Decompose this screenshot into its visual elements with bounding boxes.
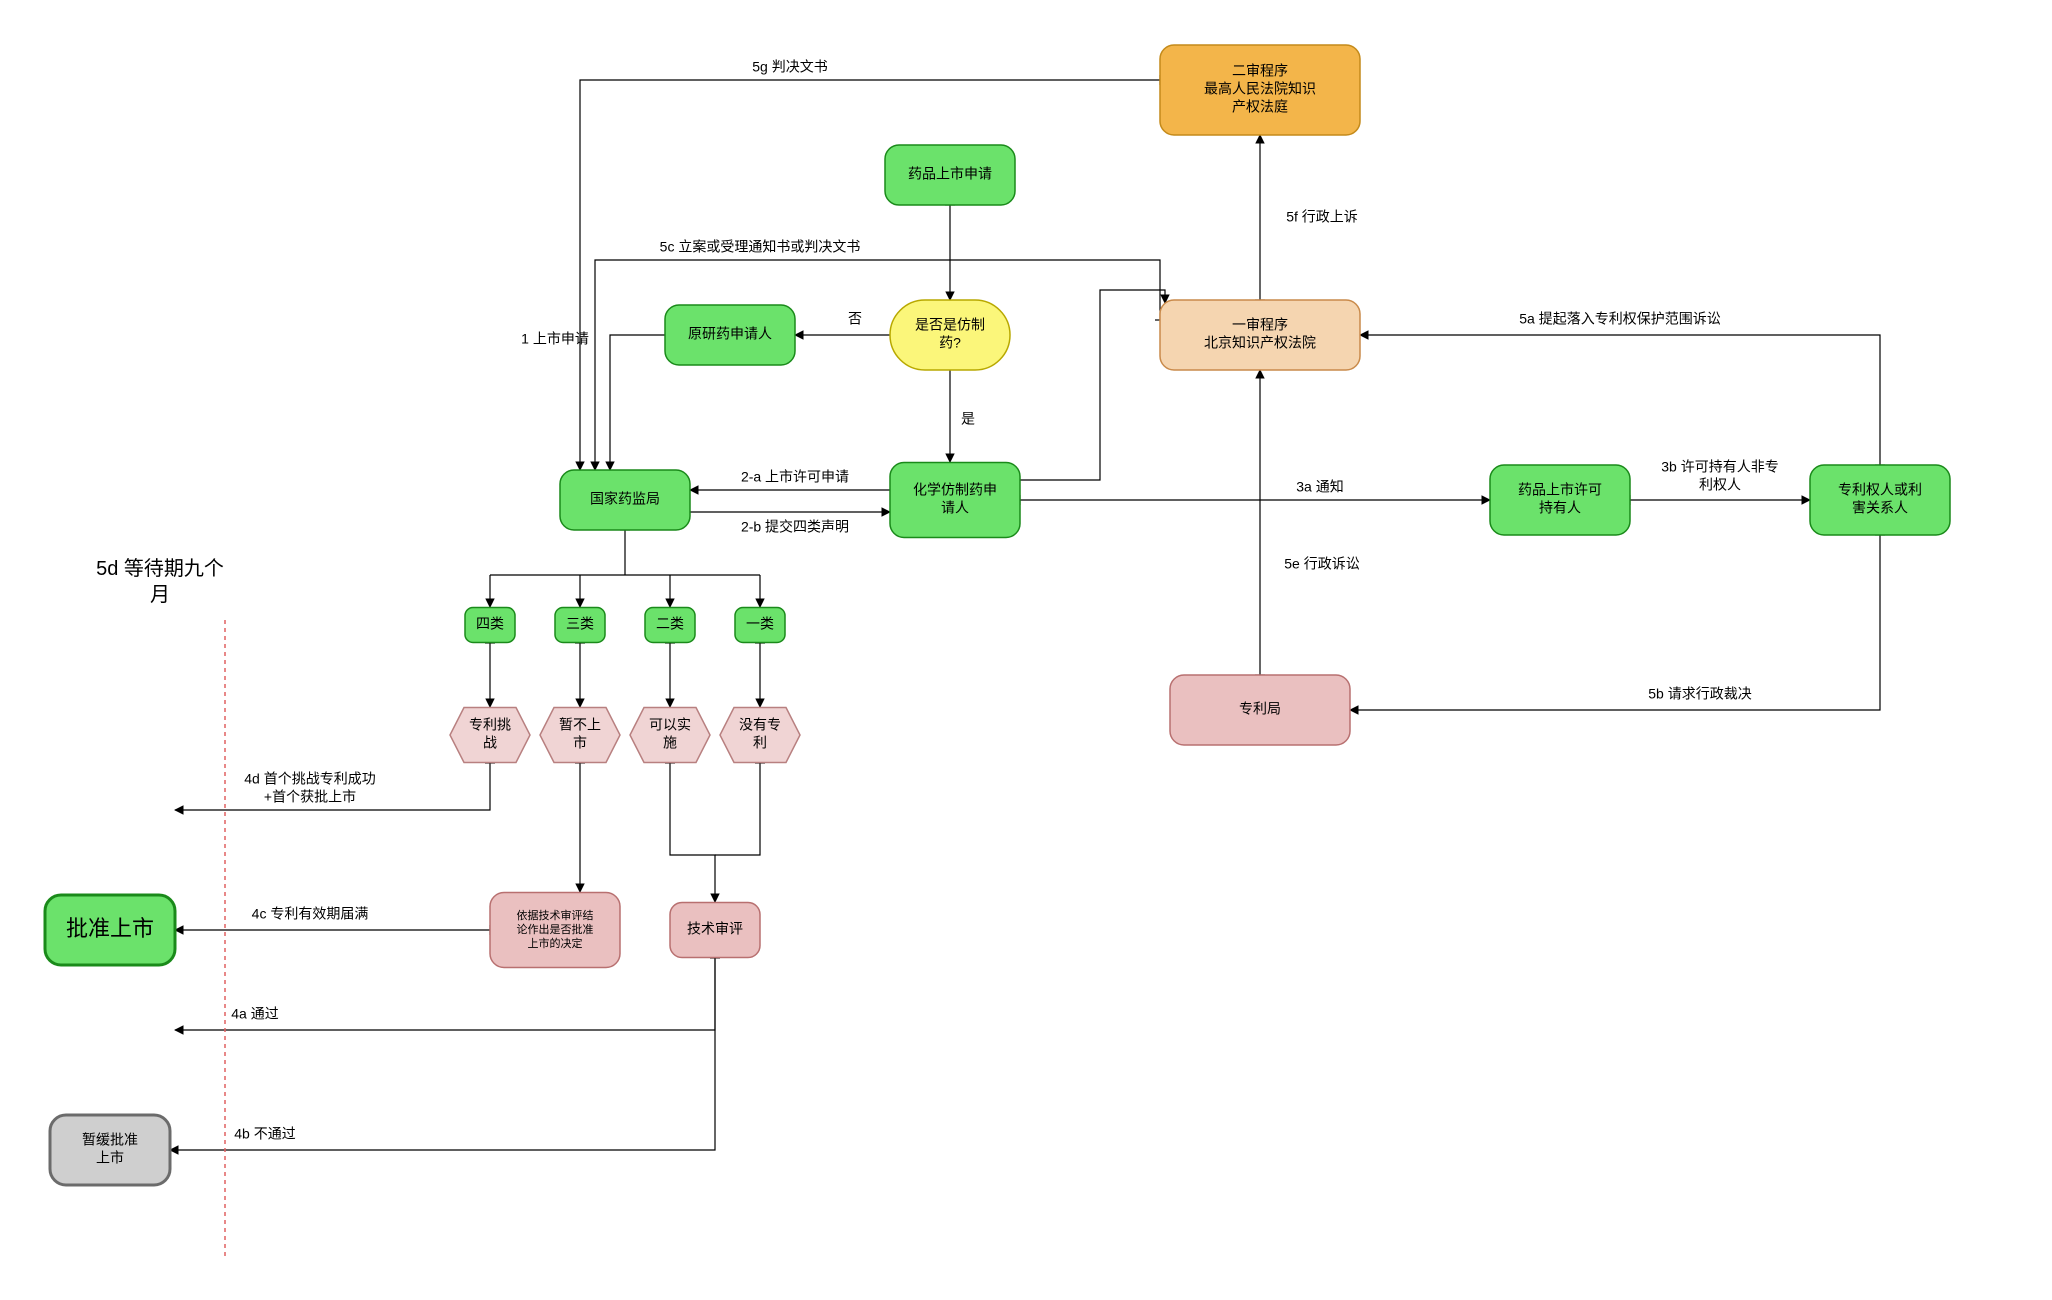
- edge-label: 是: [961, 411, 975, 427]
- node-label: 暂缓批准: [82, 1132, 138, 1148]
- node-label: 药?: [939, 335, 961, 351]
- node-generic_appl: 化学仿制药申请人: [890, 463, 1020, 538]
- node-cat3: 三类: [555, 608, 605, 643]
- edge: [1020, 290, 1165, 480]
- edges: 否是 1 上市申请 2-a 上市许可申请 2-b 提交四类声明 4d 首个挑战专利成功 +…: [170, 59, 1885, 1150]
- flowchart: 否是 1 上市申请 2-a 上市许可申请 2-b 提交四类声明 4d 首个挑战专利成功 +…: [0, 0, 2052, 1300]
- node-drug_app: 药品上市申请: [885, 145, 1015, 205]
- edge-label: 3b 许可持有人非专: [1661, 459, 1778, 475]
- node-label: 害关系人: [1852, 500, 1908, 516]
- node-label: 技术审评: [687, 921, 743, 937]
- node-is_generic: 是否是仿制药?: [890, 300, 1010, 370]
- node-second_court: 二审程序最高人民法院知识产权法庭: [1160, 45, 1360, 135]
- node-label: 北京知识产权法院: [1204, 335, 1316, 351]
- node-label: 产权法庭: [1232, 99, 1288, 115]
- node-label: 市: [573, 735, 587, 751]
- node-patent_office: 专利局: [1170, 675, 1350, 745]
- node-cat2: 二类: [645, 608, 695, 643]
- edge-label: 3a 通知: [1296, 479, 1343, 495]
- node-label: 上市: [96, 1150, 124, 1166]
- edge: [1350, 535, 1880, 710]
- node-cat4: 四类: [465, 608, 515, 643]
- node-label: 请人: [941, 500, 969, 516]
- node-label: 批准上市: [66, 916, 154, 941]
- nodes: 药品上市申请是否是仿制药? 原研药申请人化学仿制药申请人 国家药监局四类 三类 二类 一类…: [45, 45, 1950, 1185]
- edge: [170, 958, 715, 1150]
- node-label: 专利局: [1239, 701, 1281, 717]
- node-tech_review: 技术审评: [670, 903, 760, 958]
- edge-label: 5e 行政诉讼: [1284, 556, 1359, 572]
- node-label: 论作出是否批准: [517, 922, 594, 936]
- node-label: 一类: [746, 616, 774, 632]
- node-hex_no_market: 暂不上市: [540, 708, 620, 763]
- edge-label: 4d 首个挑战专利成功: [244, 771, 375, 787]
- node-label: 可以实: [649, 717, 691, 733]
- edge-label: 4c 专利有效期届满: [252, 906, 369, 922]
- node-label: 药品上市许可: [1518, 482, 1602, 498]
- node-label: 原研药申请人: [688, 326, 772, 342]
- edge-label: 5f 行政上诉: [1286, 209, 1358, 225]
- edge: [580, 80, 1160, 470]
- edge-label: 4b 不通过: [234, 1126, 295, 1142]
- node-label: 施: [663, 735, 677, 751]
- node-label: 专利权人或利: [1838, 482, 1922, 498]
- edge-label: 5c 立案或受理通知书或判决文书: [660, 239, 861, 255]
- node-label: 依据技术审评结: [517, 908, 594, 922]
- node-suspend: 暂缓批准上市: [50, 1115, 170, 1185]
- node-hex_no_patent: 没有专利: [720, 708, 800, 763]
- edge-label: +首个获批上市: [264, 789, 356, 805]
- node-label: 暂不上: [559, 717, 601, 733]
- node-label: 专利挑: [469, 717, 511, 733]
- node-label: 二审程序: [1232, 63, 1288, 79]
- edge: [715, 763, 760, 855]
- node-tech_decision: 依据技术审评结论作出是否批准上市的决定: [490, 893, 620, 968]
- edge-label: 5a 提起落入专利权保护范围诉讼: [1519, 311, 1720, 327]
- edge-label: 利权人: [1699, 477, 1741, 493]
- edge-label: 否: [848, 311, 862, 327]
- node-hex_challenge: 专利挑战: [450, 708, 530, 763]
- node-label: 最高人民法院知识: [1204, 81, 1316, 97]
- edge-label: 5g 判决文书: [752, 59, 827, 75]
- edge-label: 2-b 提交四类声明: [741, 519, 849, 535]
- node-label: 药品上市申请: [908, 166, 992, 182]
- edge-label: 1 上市申请: [521, 331, 589, 347]
- node-approve: 批准上市: [45, 895, 175, 965]
- edge: [670, 763, 715, 902]
- node-label: 一审程序: [1232, 317, 1288, 333]
- node-first_court: 一审程序北京知识产权法院: [1160, 300, 1360, 370]
- node-label: 四类: [476, 616, 504, 632]
- node-cat1: 一类: [735, 608, 785, 643]
- node-nmpa: 国家药监局: [560, 470, 690, 530]
- edge: [1360, 335, 1880, 465]
- node-patent_holder: 专利权人或利害关系人: [1810, 465, 1950, 535]
- node-label: 上市的决定: [528, 936, 583, 950]
- node-hex_can_impl: 可以实施: [630, 708, 710, 763]
- node-label: 持有人: [1539, 500, 1581, 516]
- node-label: 是否是仿制: [915, 317, 985, 333]
- node-label: 国家药监局: [590, 491, 660, 507]
- node-label: 战: [483, 735, 497, 751]
- edge: [610, 335, 665, 470]
- node-label: 二类: [656, 616, 684, 632]
- waiting-period-label: 5d 等待期九个: [96, 557, 224, 580]
- node-label: 利: [753, 735, 767, 751]
- node-label: 三类: [566, 616, 594, 632]
- edge-label: 5b 请求行政裁决: [1648, 686, 1751, 702]
- node-mah: 药品上市许可持有人: [1490, 465, 1630, 535]
- edge-label: 4a 通过: [231, 1006, 278, 1022]
- node-label: 化学仿制药申: [913, 482, 997, 498]
- node-label: 没有专: [739, 717, 781, 733]
- edge-label: 2-a 上市许可申请: [741, 469, 849, 485]
- waiting-period-label: 月: [150, 584, 170, 606]
- node-orig_appl: 原研药申请人: [665, 305, 795, 365]
